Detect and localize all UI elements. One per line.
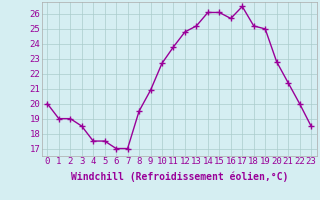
X-axis label: Windchill (Refroidissement éolien,°C): Windchill (Refroidissement éolien,°C): [70, 172, 288, 182]
